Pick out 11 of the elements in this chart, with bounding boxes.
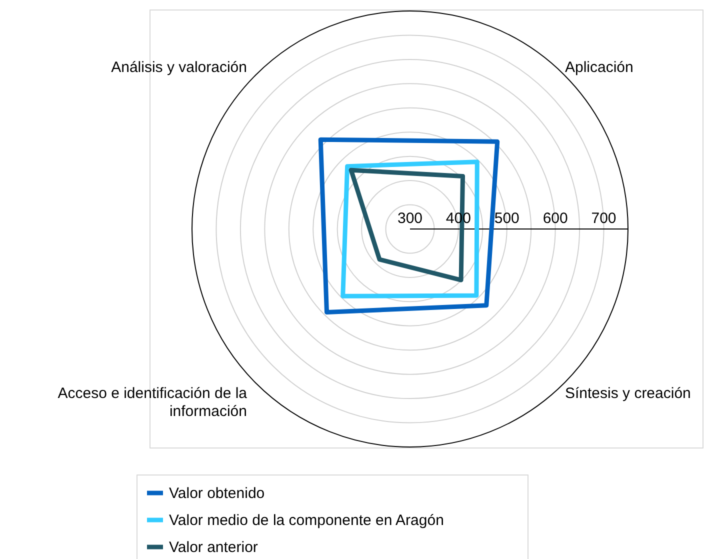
legend-label: Valor anterior (169, 539, 258, 556)
y-tick-label: 500 (494, 210, 520, 227)
legend-label: Valor medio de la componente en Aragón (169, 512, 444, 529)
spoke-label: Síntesis y creación (565, 385, 691, 402)
spoke-label: Acceso e identificación de la información (58, 385, 248, 420)
y-tick-label: 600 (542, 210, 568, 227)
spoke-label: Análisis y valoración (111, 59, 247, 76)
spoke-label: Aplicación (565, 59, 634, 76)
y-tick-label: 300 (397, 210, 423, 227)
legend-label: Valor obtenido (169, 485, 265, 502)
y-tick-label: 700 (591, 210, 616, 227)
